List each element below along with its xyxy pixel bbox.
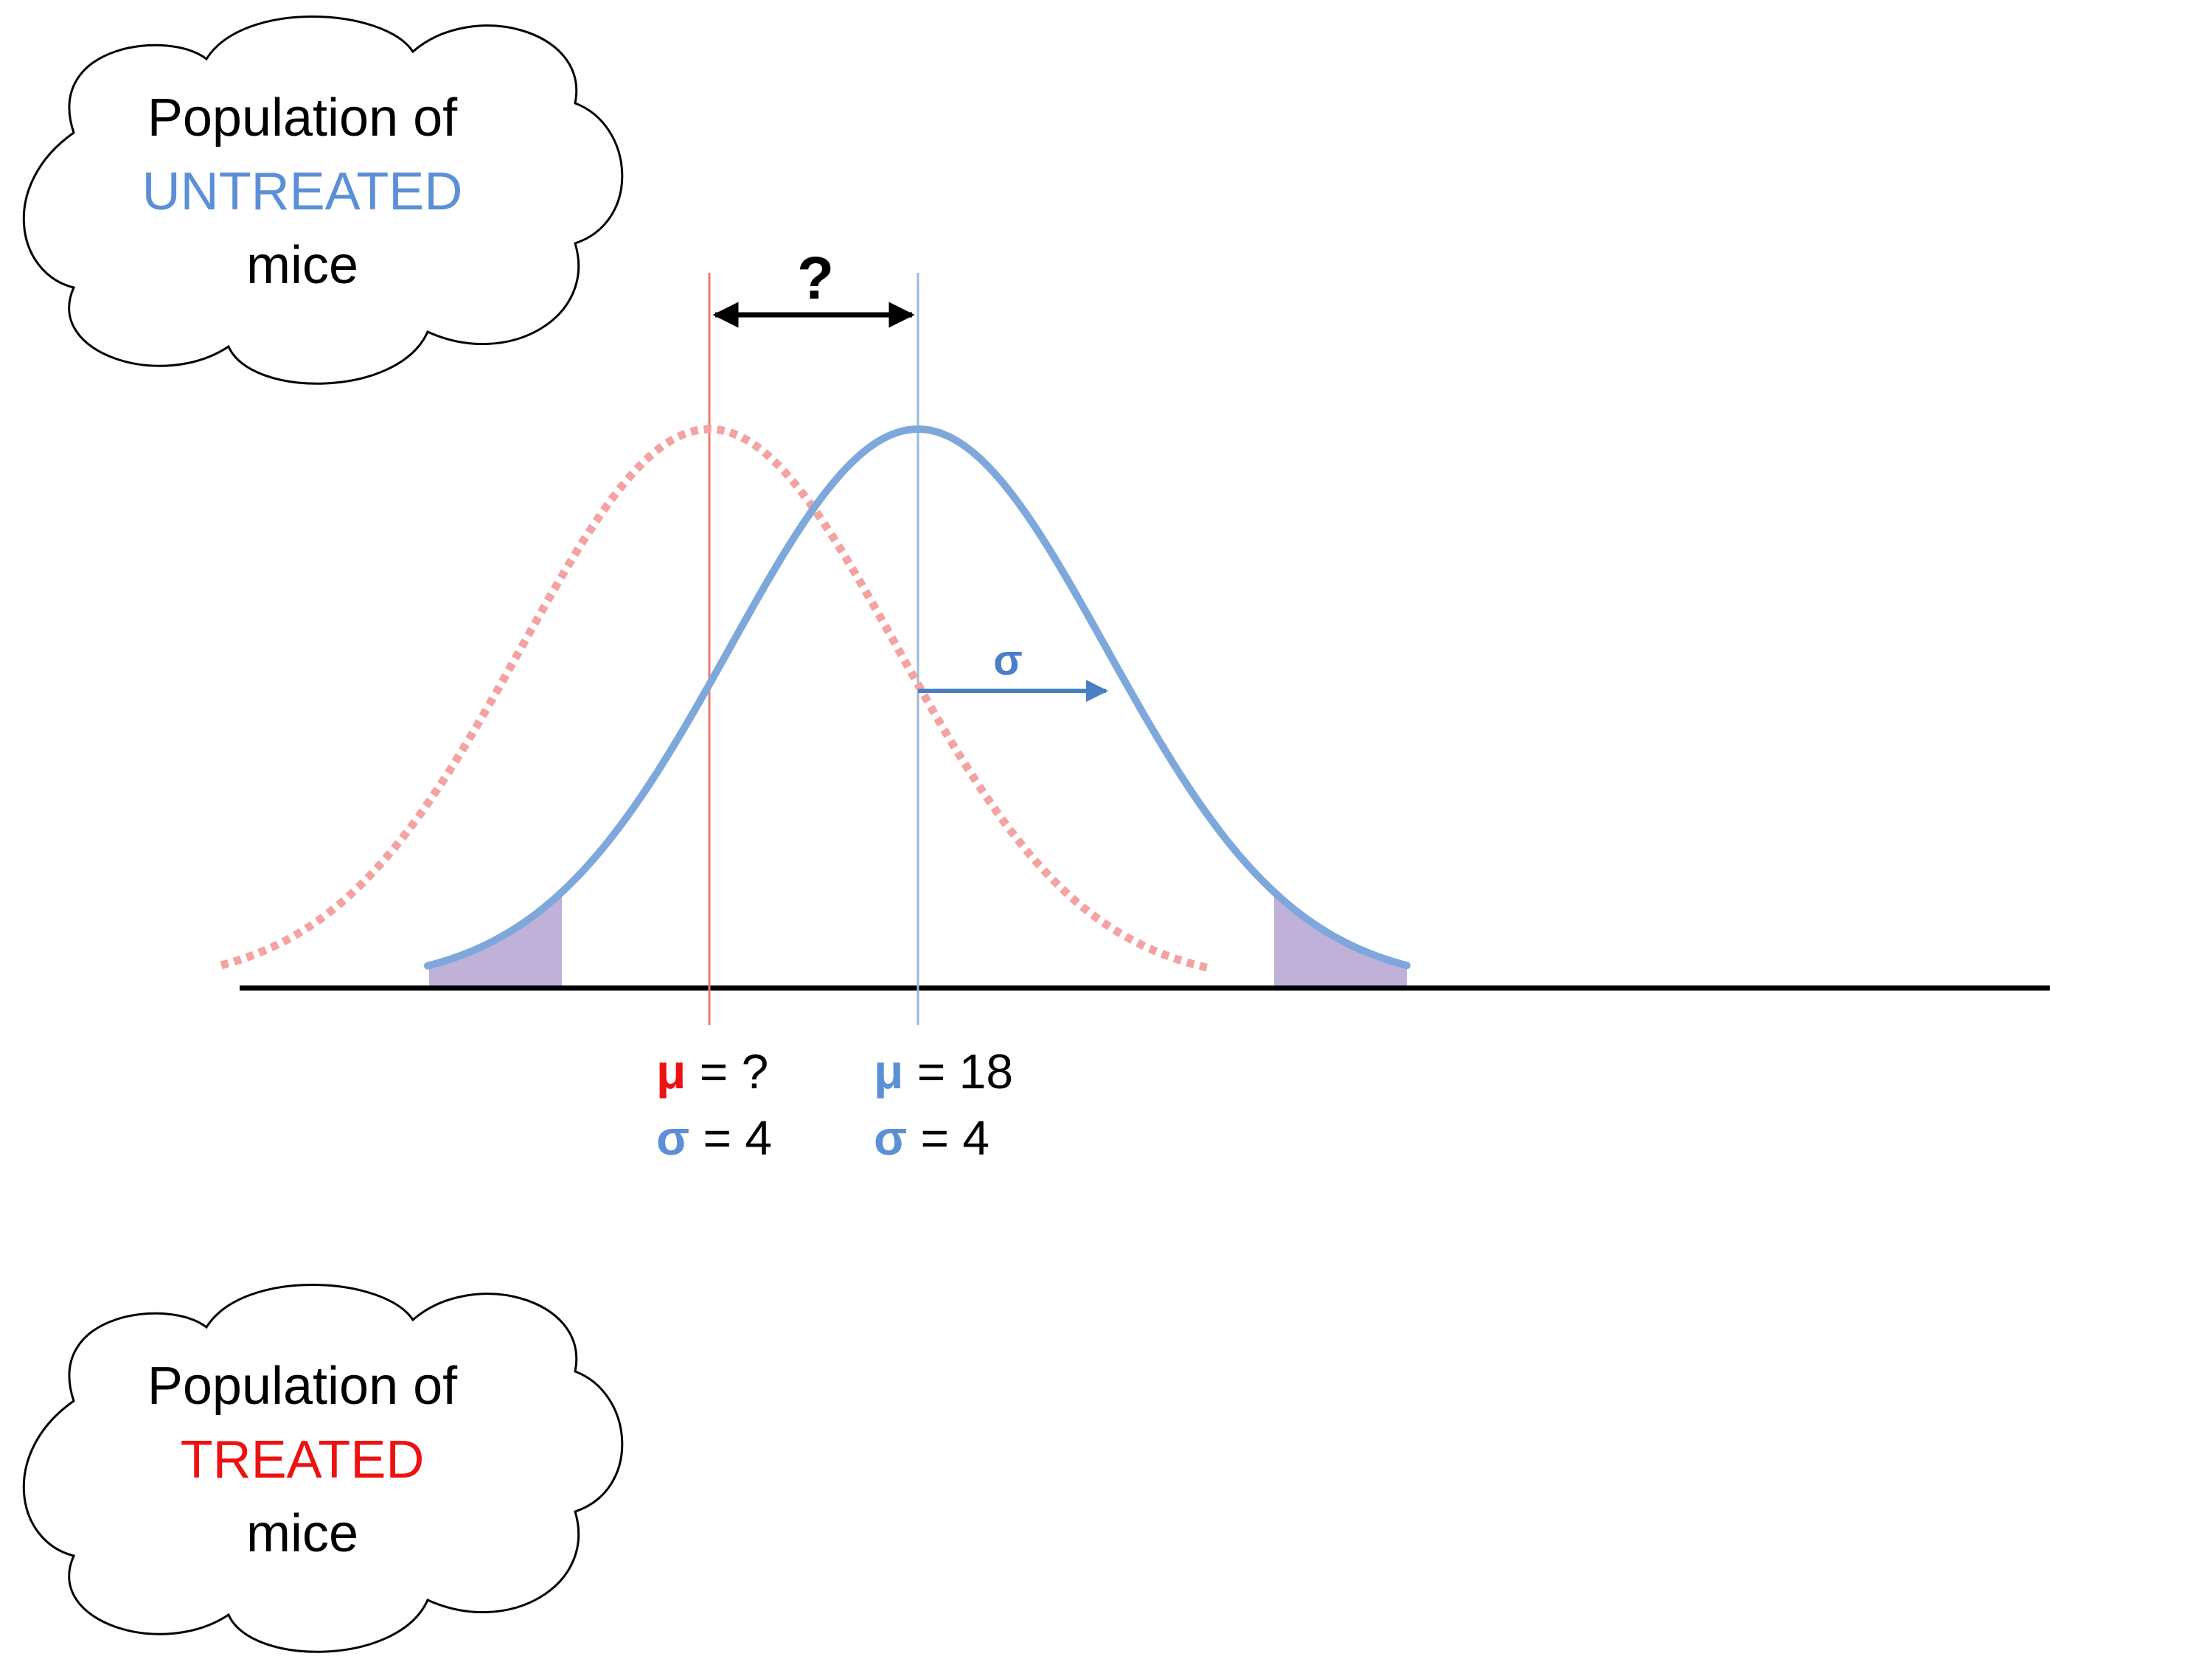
untreated-cloud-shape [22, 15, 624, 385]
treated-cloud-line2: TREATED [181, 1430, 425, 1489]
treated-cloud-line3: mice [246, 1504, 358, 1563]
untreated-cloud-line1: Population of [147, 88, 458, 147]
untreated-distribution-curve [424, 425, 1411, 970]
treated-sigma-value: = 4 [689, 1110, 772, 1165]
treated-sigma-row: σ = 4 [656, 1110, 772, 1165]
treated-mu-row: μ = ? [656, 1044, 768, 1099]
treated-mu-symbol: μ [656, 1044, 686, 1099]
treated-sigma-symbol: σ [656, 1110, 689, 1165]
untreated-sigma-row: σ = 4 [874, 1110, 990, 1165]
untreated-mu-symbol: μ [874, 1044, 903, 1099]
treated-cloud-shape [22, 1284, 624, 1653]
treated-mu-value: = ? [686, 1044, 768, 1099]
treated-cloud: Population of TREATED mice [22, 1284, 624, 1653]
untreated-sigma-value: = 4 [907, 1110, 990, 1165]
untreated-mu-row: μ = 18 [874, 1044, 1013, 1099]
untreated-cloud-line2: UNTREATED [142, 162, 463, 221]
untreated-sigma-symbol: σ [874, 1110, 907, 1165]
untreated-cloud-line3: mice [246, 236, 358, 295]
untreated-mu-value: = 18 [903, 1044, 1013, 1099]
treated-distribution-curve [220, 425, 1211, 973]
treated-cloud-line1: Population of [147, 1357, 458, 1416]
difference-label: ? [797, 245, 834, 312]
sigma-arrow-label: σ [993, 636, 1023, 684]
untreated-cloud: Population of UNTREATED mice [22, 15, 624, 385]
